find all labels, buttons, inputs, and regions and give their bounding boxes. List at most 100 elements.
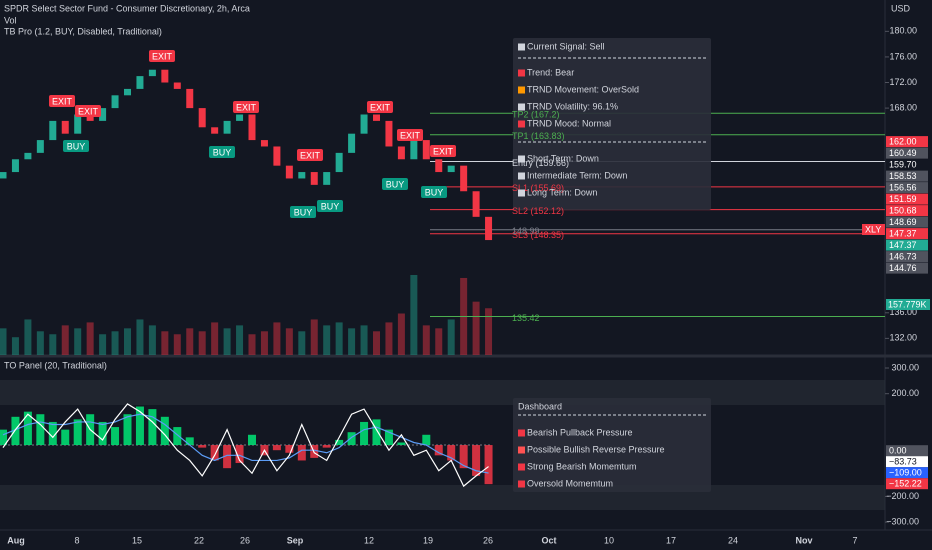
icon: [518, 172, 525, 180]
x-tick-label: 7: [852, 535, 857, 545]
volume-bar: [310, 319, 318, 355]
price-tag-label: 146.73: [889, 251, 917, 261]
info-panel: [513, 38, 711, 210]
volume-bar: [323, 325, 331, 355]
histogram-bar: [384, 429, 393, 446]
candle: [260, 140, 268, 147]
price-tag: [886, 182, 928, 194]
signal-label: BUY: [294, 207, 313, 217]
volume-bar: [236, 325, 244, 355]
x-tick-label: 8: [74, 535, 79, 545]
icon: [518, 69, 525, 77]
histogram-bar: [434, 445, 443, 456]
candle: [111, 95, 119, 109]
signal-badge: [209, 146, 235, 158]
signal-label: BUY: [386, 179, 405, 189]
histogram-bar: [335, 439, 344, 446]
info-line: TRND Movement: OverSold: [527, 84, 639, 94]
signal-badge: [317, 200, 343, 212]
price-tag: [886, 136, 928, 148]
histogram-bar: [223, 445, 232, 469]
panel2-title: TO Panel (20, Traditional): [4, 360, 107, 370]
dashboard-line: Possible Bullish Reverse Pressure: [527, 444, 665, 454]
volume-bar: [198, 331, 206, 355]
signal-badge: [49, 95, 75, 107]
price-tag-label: 147.37: [889, 240, 917, 250]
symbol-tag: [862, 224, 885, 235]
candle: [36, 140, 44, 153]
signal-badge: [233, 101, 259, 113]
candle: [124, 88, 131, 96]
osc-band: [0, 380, 885, 405]
icon: [518, 463, 525, 471]
histogram-bar: [48, 421, 57, 446]
volume-bar: [435, 328, 443, 355]
signal-badge: [397, 129, 423, 141]
volume-bar: [335, 322, 343, 355]
x-tick-label: Nov: [795, 535, 812, 545]
histogram-bar: [0, 429, 7, 446]
histogram-bar: [347, 432, 356, 446]
y-tick-label: 176.00: [889, 51, 917, 61]
histogram-bar: [73, 419, 82, 446]
level-label: 148.99: [512, 226, 540, 236]
price-tag-label: 156.56: [889, 182, 917, 192]
histogram-bar: [459, 445, 468, 469]
histogram-bar: [322, 445, 331, 448]
price-tag: [886, 170, 928, 182]
icon: [518, 480, 525, 488]
price-tag: [886, 193, 928, 205]
dashboard-panel: [513, 398, 711, 492]
signal-badge: [421, 186, 447, 198]
candle: [348, 133, 356, 153]
signal-badge: [382, 178, 408, 190]
x-tick-label: Aug: [7, 535, 25, 545]
signal-label: BUY: [67, 141, 86, 151]
price-tag-label: −83.73: [889, 457, 917, 467]
vol-label: Vol: [4, 15, 17, 25]
level-label: SL2 (152.12): [512, 206, 564, 216]
volume-bar: [472, 301, 480, 355]
volume-bar: [422, 325, 430, 355]
volume-bar: [0, 328, 7, 355]
x-tick-label: 26: [240, 535, 250, 545]
volume-bar: [74, 328, 82, 355]
x-tick-label: 17: [666, 535, 676, 545]
x-tick-label: 26: [483, 535, 493, 545]
candle: [86, 114, 94, 121]
icon: [518, 43, 525, 51]
icon: [518, 429, 525, 437]
candle: [310, 172, 318, 185]
candle: [136, 76, 144, 89]
x-tick-label: 12: [364, 535, 374, 545]
level-label: SL1 (155.69): [512, 183, 564, 193]
histogram-bar: [272, 445, 281, 451]
candle: [298, 172, 306, 179]
y-tick-label: 180.00: [889, 26, 917, 36]
x-tick-label: 19: [423, 535, 433, 545]
signal-label: BUY: [213, 147, 232, 157]
volume-bar: [36, 331, 44, 355]
y-tick-label: 136.00: [889, 307, 917, 317]
y-tick-label: 300.00: [891, 362, 919, 372]
volume-bar: [385, 322, 393, 355]
signal-badge: [430, 145, 456, 157]
histogram-bar: [248, 434, 256, 446]
volume-bar: [260, 331, 268, 355]
signal-label: EXIT: [433, 146, 454, 156]
signal-label: EXIT: [370, 102, 391, 112]
icon: [518, 103, 525, 111]
volume-bar: [61, 325, 69, 355]
y-tick-label: −300.00: [886, 516, 919, 526]
volume-bar: [248, 334, 256, 355]
histogram-bar: [397, 442, 406, 446]
icon: [518, 120, 525, 128]
candle: [0, 172, 7, 179]
signal-badge: [297, 149, 323, 161]
candle: [273, 146, 281, 166]
candle: [74, 114, 82, 134]
x-tick-label: 24: [728, 535, 738, 545]
histogram-bar: [173, 427, 182, 446]
candle: [385, 120, 393, 147]
histogram-bar: [297, 445, 306, 461]
